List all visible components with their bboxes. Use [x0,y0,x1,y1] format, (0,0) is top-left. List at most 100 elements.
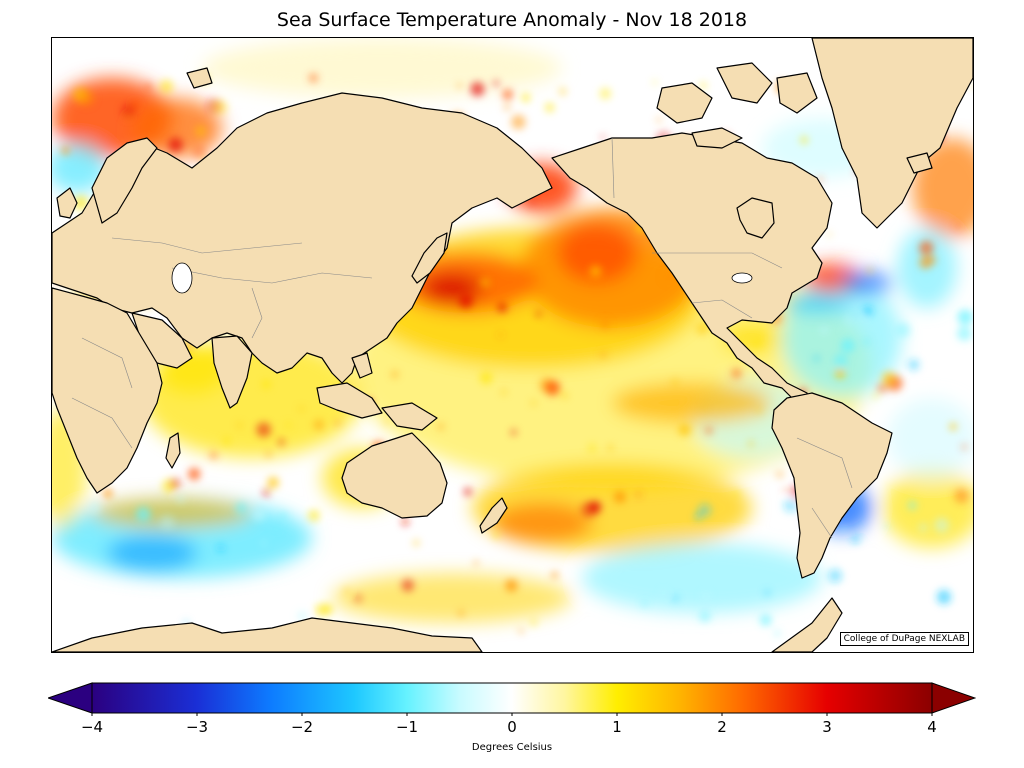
anomaly-speckle-dot [192,145,207,160]
map-title: Sea Surface Temperature Anomaly - Nov 18… [276,9,748,31]
anomaly-speckle-dot [401,519,409,527]
anomaly-speckle-dot [699,610,711,623]
anomaly-speckle-dot [588,501,602,514]
anomaly-speckle-dot [236,422,243,428]
iceland [906,152,933,174]
arctic-islands [656,62,818,149]
anomaly-speckle-dot [213,99,228,115]
anomaly-speckle-dot [934,517,950,533]
anomaly-speckle-dot [61,146,70,155]
colorbar-ticks [91,713,933,716]
colorbar-tick-label: 2 [717,718,727,736]
madagascar [165,432,181,469]
anomaly-speckle-dot [783,498,798,513]
colorbar-body [91,682,933,714]
anomaly-speckle-dot [413,539,420,546]
colorbar-extend-low [48,682,93,714]
anomaly-speckle-dot [774,630,780,636]
anomaly-speckle-dot [954,488,970,504]
colorbar-tick-label: −3 [185,718,209,736]
anomaly-speckle-dot [480,278,490,288]
anomaly-speckle-dot [73,195,89,211]
anomaly-speckle-dot [545,380,561,396]
anomaly-speckle-dot [343,587,350,595]
anomaly-speckle-dot [936,589,952,605]
anomaly-speckle-dot [169,477,181,489]
anomaly-speckle-dot [908,359,920,371]
anomaly-speckle-dot [558,87,567,96]
anomaly-speckle-dot [561,392,568,399]
anomaly-speckle-dot [222,437,231,445]
anomaly-speckle-dot [907,501,917,510]
anomaly-speckle-dot [530,618,538,627]
anomaly-speckle-dot [256,422,271,438]
anomaly-speckle-dot [699,82,707,89]
anomaly-speckle-dot [473,560,479,566]
landmasses [52,38,973,652]
anomaly-speckle-dot [195,125,207,137]
anomaly-speckle-dot [551,571,559,579]
anomaly-speckle-dot [678,423,691,436]
anomaly-speckle-dot [955,223,961,229]
anomaly-speckle-dot [800,136,808,144]
anomaly-speckle-dot [672,595,679,602]
anomaly-speckle-dot [511,114,526,130]
anomaly-speckle-dot [969,83,973,88]
anomaly-speckle-dot [695,513,702,520]
anomaly-speckle-dot [459,294,473,308]
anomaly-speckle-dot [642,601,648,607]
anomaly-speckle-dot [278,438,285,446]
anomaly-speckle-dot [280,512,287,519]
anomaly-speckle-dot [656,117,661,122]
anomaly-speckle-dot [529,200,535,206]
anomaly-speckle-dot [705,427,713,434]
india [211,335,253,409]
colorbar-tick-label: −2 [290,718,314,736]
anomaly-speckle-dot [313,419,325,431]
anomaly-speckle-dot [265,451,272,458]
anomaly-speckle-dot [607,445,614,451]
anomaly-speckle-dot [458,610,465,617]
anomaly-speckle-dot [919,240,934,256]
anomaly-speckle-dot [949,423,957,431]
anomaly-speckle-dot [844,315,854,325]
anomaly-speckle-dot [873,393,878,399]
anomaly-speckle-dot [89,502,100,513]
anomaly-speckle-dot [262,488,271,497]
anomaly-speckle-dot [260,540,267,547]
anomaly-speckle-dot [209,451,218,460]
anomaly-speckle-dot [859,316,864,322]
anomaly-speckle-dot [503,103,511,111]
map-panel[interactable]: College of DuPage NEXLAB [51,37,974,653]
anomaly-speckle-dot [103,488,113,498]
colorbar-tick-label: −4 [80,718,104,736]
anomaly-speckle-dot [463,487,472,496]
anomaly-speckle-dot [497,302,508,313]
anomaly-speckle-dot [176,494,185,504]
anomaly-speckle-dot [299,407,304,411]
anomaly-speckle-dot [252,508,266,521]
anomaly-speckle-dot [535,311,542,317]
anomaly-speckle-dot [216,544,225,552]
anomaly-speckle-dot [834,354,848,368]
anomaly-speckle-dot [501,389,507,395]
anomaly-speckle-dot [813,355,820,362]
eurasia [52,92,553,384]
anomaly-speckle-dot [876,383,888,394]
anomaly-speckle-dot [827,232,832,237]
anomaly-speckle-dot [896,322,911,338]
colorbar-tick-label: 0 [507,718,517,736]
anomaly-speckle-dot [918,523,928,532]
anomaly-speckle-dot [159,514,175,530]
anomaly-speckle-dot [391,370,399,378]
anomaly-speckle-dot [168,137,183,152]
anomaly-speckle-dot [493,80,500,87]
anomaly-speckle-dot [510,429,517,436]
anomaly-speckle-dot [353,594,363,603]
anomaly-speckle-dot [866,267,874,275]
colorbar-tick-label: 4 [927,718,937,736]
anomaly-speckle-dot [521,93,531,102]
anomaly-speckle-dot [502,89,514,100]
colorbar-tick-label: −1 [395,718,419,736]
anomaly-speckle-dot [884,524,890,529]
